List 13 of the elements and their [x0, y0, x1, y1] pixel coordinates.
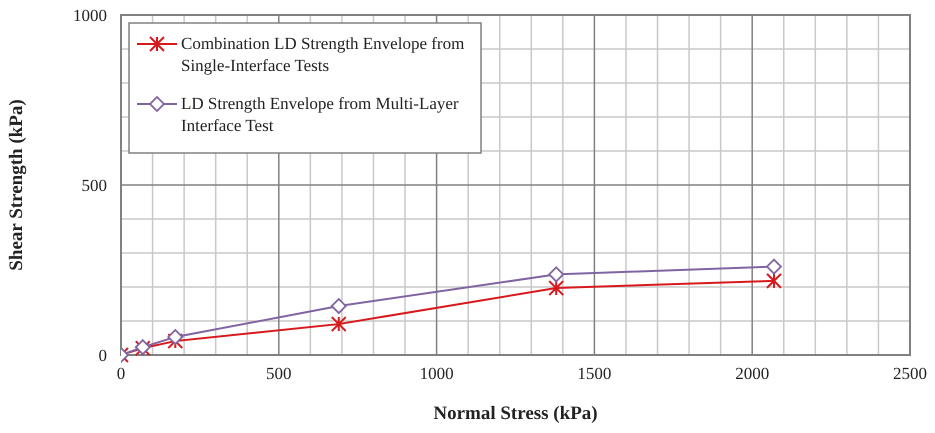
legend-label: Combination LD Strength Envelope from Single-Interface Tests [181, 34, 464, 75]
x-tick-label: 500 [266, 364, 292, 383]
legend-label: LD Strength Envelope from Multi-Layer Interface Test [181, 94, 459, 135]
y-tick-label: 500 [82, 176, 107, 195]
y-tick-label: 0 [98, 346, 107, 365]
y-axis-title: Shear Strength (kPa) [6, 99, 27, 271]
x-tick-label: 2000 [735, 364, 770, 383]
x-tick-label: 1000 [420, 364, 454, 383]
x-axis-title: Normal Stress (kPa) [433, 403, 598, 424]
x-tick-label: 2500 [893, 364, 927, 383]
x-tick-label: 1500 [577, 364, 612, 383]
y-tick-label: 1000 [73, 6, 107, 25]
x-tick-label: 0 [116, 364, 126, 383]
